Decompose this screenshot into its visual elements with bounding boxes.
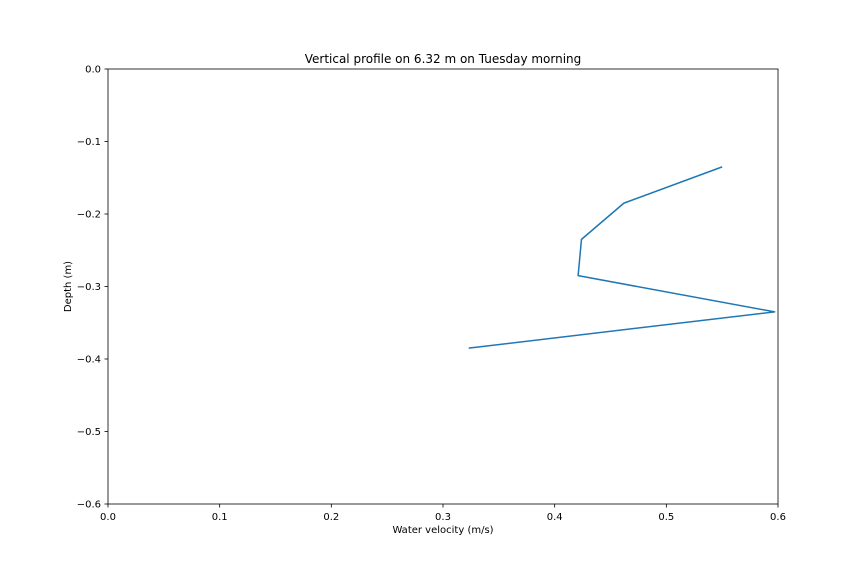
x-tick-label: 0.0 (100, 512, 116, 523)
y-tick-label: −0.4 (77, 355, 101, 366)
x-tick-label: 0.6 (770, 512, 786, 523)
x-tick-label: 0.2 (323, 512, 339, 523)
plot-area (468, 166, 776, 349)
y-tick-label: −0.6 (77, 500, 101, 511)
y-tick-label: −0.3 (77, 282, 101, 293)
chart-title: Vertical profile on 6.32 m on Tuesday mo… (305, 52, 582, 66)
y-axis-label: Depth (m) (63, 261, 74, 312)
axes-frame (107, 68, 779, 505)
x-tick-label: 0.5 (658, 512, 674, 523)
x-axis-label: Water velocity (m/s) (392, 525, 493, 536)
y-tick-label: 0.0 (85, 65, 101, 76)
y-axis: 0.0 −0.1 −0.2 −0.3 −0.4 −0.5 −0.6 (77, 65, 108, 511)
x-axis: 0.0 0.1 0.2 0.3 0.4 0.5 0.6 (100, 504, 786, 523)
series-line-0 (468, 166, 776, 349)
x-tick-label: 0.4 (547, 512, 563, 523)
y-tick-label: −0.1 (77, 137, 101, 148)
x-tick-label: 0.3 (435, 512, 451, 523)
x-tick-label: 0.1 (212, 512, 228, 523)
y-tick-label: −0.2 (77, 210, 101, 221)
y-tick-label: −0.5 (77, 427, 101, 438)
